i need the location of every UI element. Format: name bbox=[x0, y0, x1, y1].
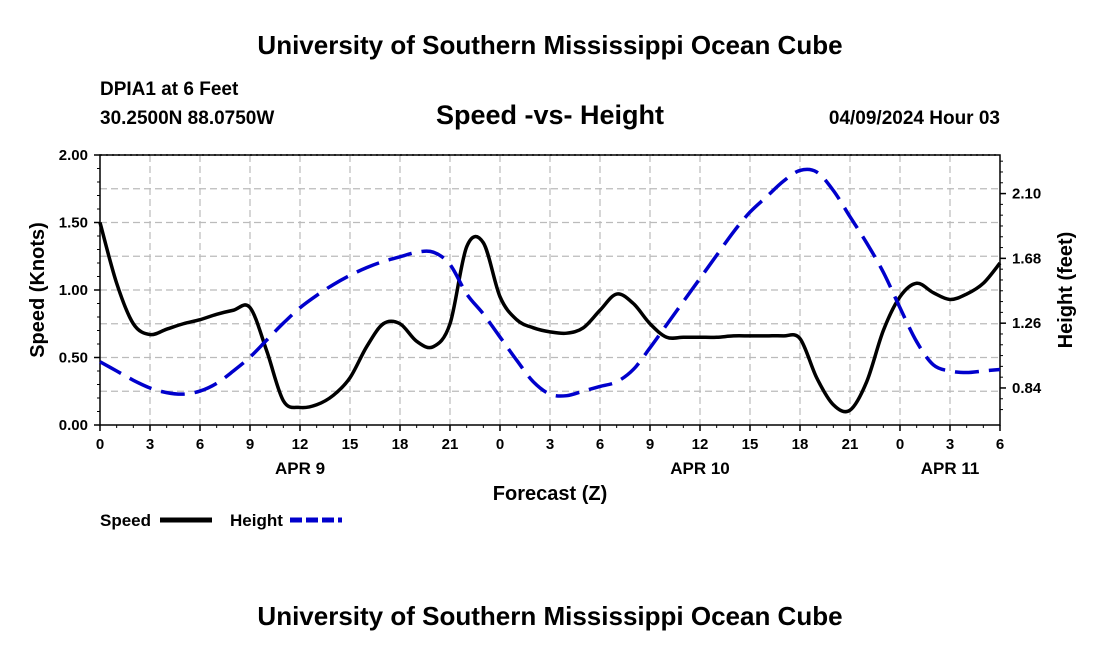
x-tick-label: 0 bbox=[496, 436, 504, 453]
x-tick-label: 9 bbox=[646, 436, 654, 453]
x-axis-label: Forecast (Z) bbox=[493, 483, 607, 505]
y-right-tick-label: 1.26 bbox=[1012, 315, 1041, 332]
chart-legend: Speed Height bbox=[100, 511, 342, 530]
x-tick-label: 18 bbox=[392, 436, 409, 453]
y-right-axis-label: Height (feet) bbox=[1055, 232, 1077, 349]
y-left-tick-label: 1.00 bbox=[59, 282, 88, 299]
chart-title: Speed -vs- Height bbox=[436, 100, 664, 130]
x-date-label: APR 9 bbox=[275, 459, 325, 478]
series-line-height bbox=[99, 167, 1001, 398]
y-right-tick-label: 0.84 bbox=[1012, 380, 1042, 397]
x-tick-label: 0 bbox=[896, 436, 904, 453]
x-tick-label: 0 bbox=[96, 436, 104, 453]
x-tick-label: 3 bbox=[946, 436, 954, 453]
chart-series bbox=[98, 167, 1002, 414]
x-tick-label: 21 bbox=[442, 436, 459, 453]
x-tick-label: 6 bbox=[996, 436, 1004, 453]
x-tick-label: 18 bbox=[792, 436, 809, 453]
y-right-tick-label: 2.10 bbox=[1012, 186, 1041, 203]
x-tick-label: 9 bbox=[246, 436, 254, 453]
x-tick-label: 21 bbox=[842, 436, 859, 453]
x-tick-label: 6 bbox=[196, 436, 204, 453]
timestamp-label: 04/09/2024 Hour 03 bbox=[829, 108, 1000, 129]
x-tick-label: 3 bbox=[546, 436, 554, 453]
coordinates-label: 30.2500N 88.0750W bbox=[100, 108, 274, 129]
x-date-label: APR 10 bbox=[670, 459, 730, 478]
x-tick-label: 12 bbox=[292, 436, 309, 453]
x-tick-label: 15 bbox=[742, 436, 759, 453]
legend-height-label: Height bbox=[230, 511, 283, 530]
x-tick-label: 3 bbox=[146, 436, 154, 453]
legend-speed-label: Speed bbox=[100, 511, 151, 530]
page-title-bottom: University of Southern Mississippi Ocean… bbox=[257, 601, 842, 631]
x-tick-label: 12 bbox=[692, 436, 709, 453]
station-label: DPIA1 at 6 Feet bbox=[100, 79, 239, 100]
y-right-tick-label: 1.68 bbox=[1012, 250, 1041, 267]
y-left-tick-label: 1.50 bbox=[59, 215, 88, 232]
x-date-label: APR 11 bbox=[921, 459, 980, 478]
y-left-tick-label: 2.00 bbox=[59, 147, 88, 164]
chart-grid bbox=[100, 155, 1000, 425]
series-line-speed bbox=[98, 222, 1002, 414]
y-left-axis-label: Speed (Knots) bbox=[27, 222, 49, 358]
y-left-tick-label: 0.50 bbox=[59, 350, 88, 367]
y-left-tick-label: 0.00 bbox=[59, 417, 88, 434]
chart-ticks: 0 3 6 9 12 15 18 21 0 3 6 9 12 15 18 21 0 3 6 APR 9 APR 10 AP… bbox=[59, 147, 1042, 478]
x-tick-label: 15 bbox=[342, 436, 359, 453]
x-tick-label: 6 bbox=[596, 436, 604, 453]
page-title-top: University of Southern Mississippi Ocean… bbox=[257, 30, 842, 60]
